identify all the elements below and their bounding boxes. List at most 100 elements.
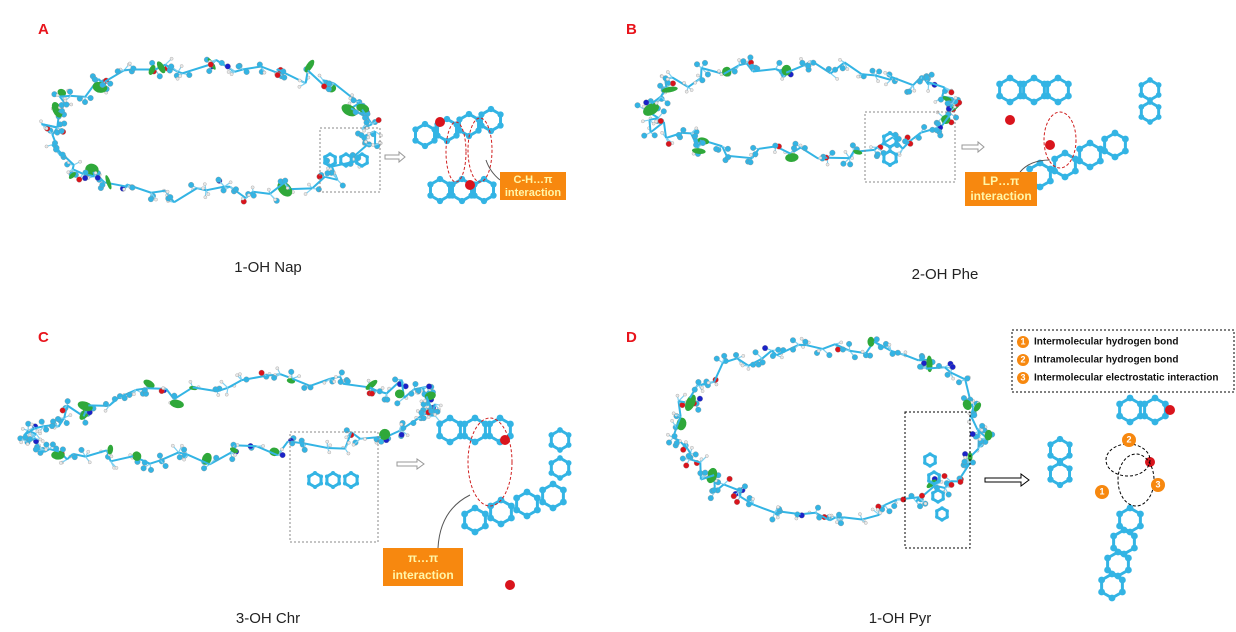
atom [924,502,927,505]
atom [932,482,935,485]
atom [696,74,699,77]
atom [773,151,776,154]
atom [676,394,679,397]
atom [69,414,72,417]
atom [1147,119,1153,125]
atom [1165,405,1175,415]
atom [777,60,783,66]
atom [472,505,479,512]
atom [367,379,370,382]
atom [790,337,796,343]
atom [413,381,419,387]
atom [996,93,1003,100]
atom [652,133,658,139]
bond [700,463,701,480]
atom [1141,413,1148,420]
atom [707,381,710,384]
bond [862,515,879,520]
atom [681,127,687,133]
marker-number: 2 [1126,434,1131,444]
atom [505,580,515,590]
atom [680,456,686,462]
atom [21,427,24,430]
atom [449,192,455,198]
atom [1062,150,1069,157]
atom [700,386,703,389]
bond [174,387,193,399]
atom [928,452,931,455]
atom [840,65,846,71]
atom [177,454,183,460]
atom [288,369,294,375]
atom [412,137,418,143]
atom [1005,115,1015,125]
atom [162,386,165,389]
atom [142,387,148,393]
atom [672,412,675,415]
atom [180,444,183,447]
atom [316,187,322,193]
atom [508,515,515,522]
atom [157,73,163,79]
atom [82,99,88,105]
atom [1156,92,1162,98]
atom [715,383,718,386]
atom [364,140,367,143]
atom [307,475,311,479]
molecules [18,55,1175,602]
arrow [385,142,1029,486]
bond [714,363,723,382]
marker-number: 3 [1155,479,1160,489]
atom [1122,136,1129,143]
atom [189,380,192,383]
atom [461,523,468,530]
atom [952,377,955,380]
atom [692,387,698,393]
atom [846,67,849,70]
atom [876,508,879,511]
atom [566,432,572,438]
atom [403,384,409,390]
atom [945,509,948,512]
atom [208,62,214,68]
atom [1065,93,1072,100]
atom [690,88,693,91]
atom [422,121,428,127]
atom [459,198,465,204]
panel-letter: C [38,329,49,346]
atom [206,68,212,74]
atom [355,161,358,164]
atom [481,198,487,204]
atom [1138,82,1144,88]
atom [731,493,737,499]
atom [472,439,479,446]
legend-text: Intramolecular hydrogen bond [1034,355,1178,366]
atom [560,487,567,494]
atom [1147,99,1153,105]
atom [275,72,281,78]
atom [942,473,948,479]
atom [1119,589,1126,596]
atom [641,120,644,123]
atom [427,181,433,187]
bond [310,379,330,386]
atom [936,363,942,369]
atom [360,164,363,167]
atom [734,499,740,505]
atom [353,109,359,115]
atom [1152,419,1159,426]
atom [958,479,964,485]
atom [367,136,370,139]
atom [128,62,131,65]
atom [1122,148,1129,155]
atom [326,81,332,87]
atom [836,512,842,518]
atom [1047,465,1053,471]
atom [934,100,937,103]
atom [328,152,331,155]
atom [888,149,892,153]
atom [548,460,554,466]
bond [904,355,918,360]
atom [363,129,366,132]
atom [461,433,468,440]
